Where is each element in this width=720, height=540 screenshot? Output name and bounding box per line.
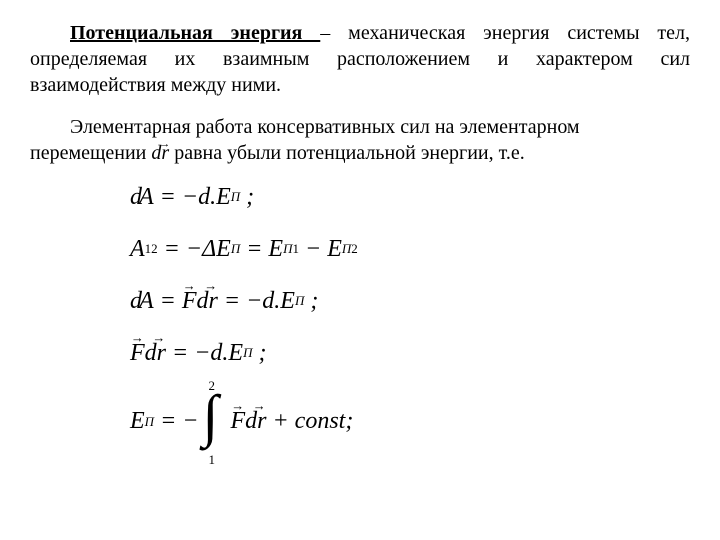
equation-3: dA = →F d→r = −d.EП ; [130,280,690,322]
para2-part2: равна убыли потенциальной энергии, т.е. [169,142,525,164]
paragraph-1: Потенциальная энергия – механическая эне… [30,20,690,98]
dr-vector: →dr [151,140,169,166]
equation-block: dA = −d.EП ; A12 = −ΔEП = EП1 − EП2 dA =… [130,176,690,459]
paragraph-2: Элементарная работа консервативных сил н… [30,114,690,166]
equation-4: →F d→r = −d.EП ; [130,332,690,374]
term-potential-energy: Потенциальная энергия [70,22,320,44]
integral-icon: 2 ∫ 1 [200,386,228,458]
equation-2: A12 = −ΔEП = EП1 − EП2 [130,228,690,270]
equation-5: EП = − 2 ∫ 1 →F d→r + const; [130,384,690,459]
equation-1: dA = −d.EП ; [130,176,690,218]
